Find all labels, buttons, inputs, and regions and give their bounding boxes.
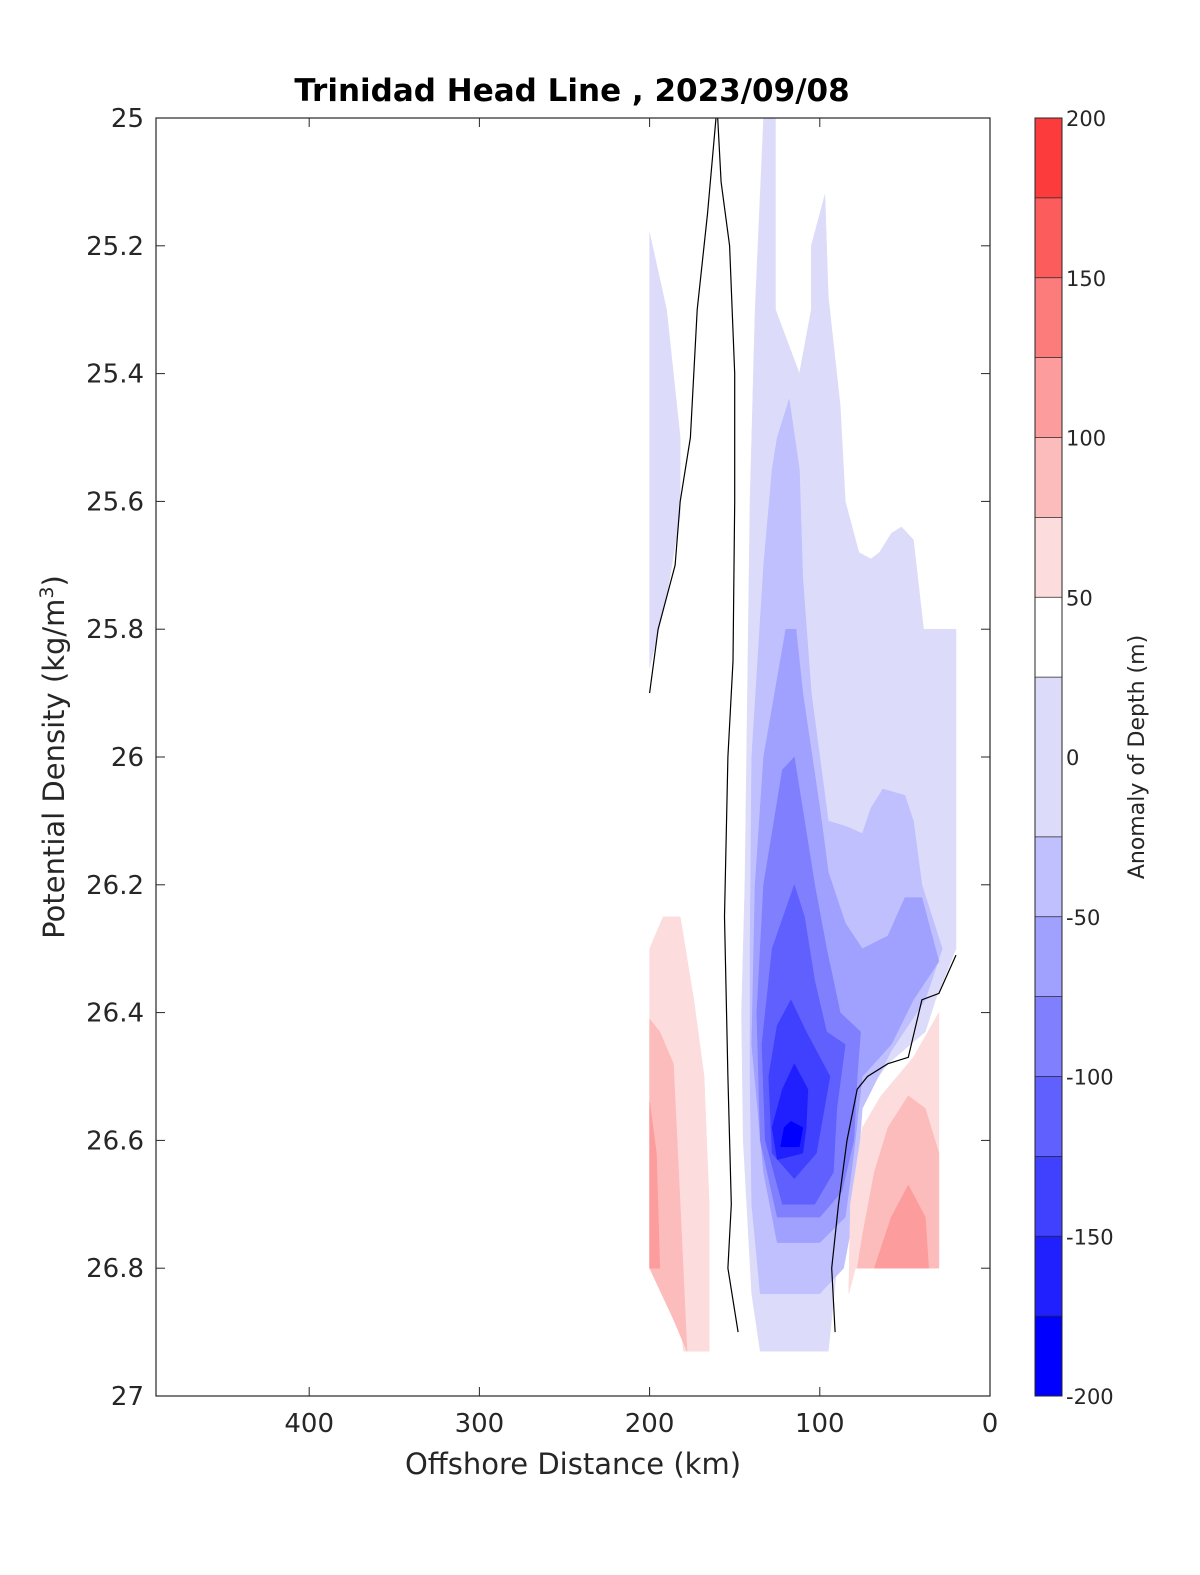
colorbar-band-2: [1035, 1156, 1062, 1237]
colorbar-tick-label: 0: [1066, 746, 1079, 770]
colorbar-band-7: [1035, 677, 1062, 837]
colorbar-band-9: [1035, 517, 1062, 598]
x-tick-label: 300: [455, 1409, 505, 1439]
colorbar-band-4: [1035, 996, 1062, 1077]
colorbar-tick-label: 150: [1066, 267, 1106, 291]
colorbar-tick-label: -150: [1066, 1225, 1114, 1249]
colorbar: 200 150 100 50 0 -50 -100 -150 -200: [1035, 107, 1114, 1409]
x-axis-label: Offshore Distance (km): [405, 1447, 741, 1481]
y-axis-label: Potential Density (kg/m3): [36, 575, 71, 939]
y-axis-label-main: Potential Density (kg/m: [37, 599, 71, 939]
chart-title: Trinidad Head Line , 2023/09/08: [294, 73, 849, 109]
zero-contour-line-1: [717, 118, 739, 1333]
contour-region-14: [873, 1184, 929, 1269]
colorbar-tick-label: -200: [1066, 1385, 1114, 1409]
colorbar-band-11: [1035, 357, 1062, 438]
x-tick-label: 400: [284, 1409, 334, 1439]
plot-frame: [155, 117, 991, 1397]
contour-region-8: [780, 1120, 804, 1148]
y-tick-label: 26: [111, 743, 144, 773]
y-tick-label: 26.4: [86, 999, 144, 1029]
contour-region-11: [649, 1102, 661, 1269]
colorbar-band-13: [1035, 197, 1062, 278]
colorbar-tick-label: 200: [1066, 107, 1106, 131]
x-tick-label: 0: [982, 1409, 999, 1439]
y-axis-label-close: ): [37, 575, 71, 586]
y-tick-label: 25.2: [86, 232, 144, 262]
x-tick-label: 100: [795, 1409, 845, 1439]
colorbar-tick-label: 100: [1066, 427, 1106, 451]
colorbar-band-8: [1035, 597, 1062, 678]
colorbar-frame: [1034, 117, 1063, 1397]
zero-contour-line-2: [831, 954, 957, 1333]
colorbar-band-14: [1035, 118, 1062, 198]
y-tick-label: 26.8: [86, 1254, 144, 1284]
colorbar-tick-label: 50: [1066, 586, 1093, 610]
y-tick-label: 25.4: [86, 360, 144, 390]
axis-ticks: 400 300 200 100 0 25 25.2 25.4 25.6 25.8 26 26.2 26.…: [86, 104, 998, 1439]
y-tick-label: 25.8: [86, 615, 144, 645]
colorbar-band-10: [1035, 437, 1062, 518]
y-tick-label: 27: [111, 1382, 144, 1412]
colorbar-band-0: [1035, 1316, 1062, 1396]
colorbar-band-3: [1035, 1076, 1062, 1157]
y-tick-label: 25: [111, 104, 144, 134]
colorbar-band-12: [1035, 277, 1062, 358]
colorbar-band-1: [1035, 1236, 1062, 1317]
colorbar-tick-label: -50: [1066, 906, 1100, 930]
colorbar-band-5: [1035, 916, 1062, 997]
contour-region-0: [649, 232, 681, 668]
y-axis-label-sup: 3: [36, 586, 58, 598]
contour-fills: [649, 118, 957, 1352]
zero-contour-line-0: [649, 118, 717, 694]
x-tick-label: 200: [625, 1409, 675, 1439]
y-tick-label: 26.2: [86, 871, 144, 901]
zero-contour-lines: [649, 118, 957, 1333]
y-tick-label: 25.6: [86, 487, 144, 517]
colorbar-band-6: [1035, 836, 1062, 917]
colorbar-label: Anomaly of Depth (m): [1125, 635, 1150, 879]
y-tick-label: 26.6: [86, 1126, 144, 1156]
colorbar-tick-label: -100: [1066, 1066, 1114, 1090]
